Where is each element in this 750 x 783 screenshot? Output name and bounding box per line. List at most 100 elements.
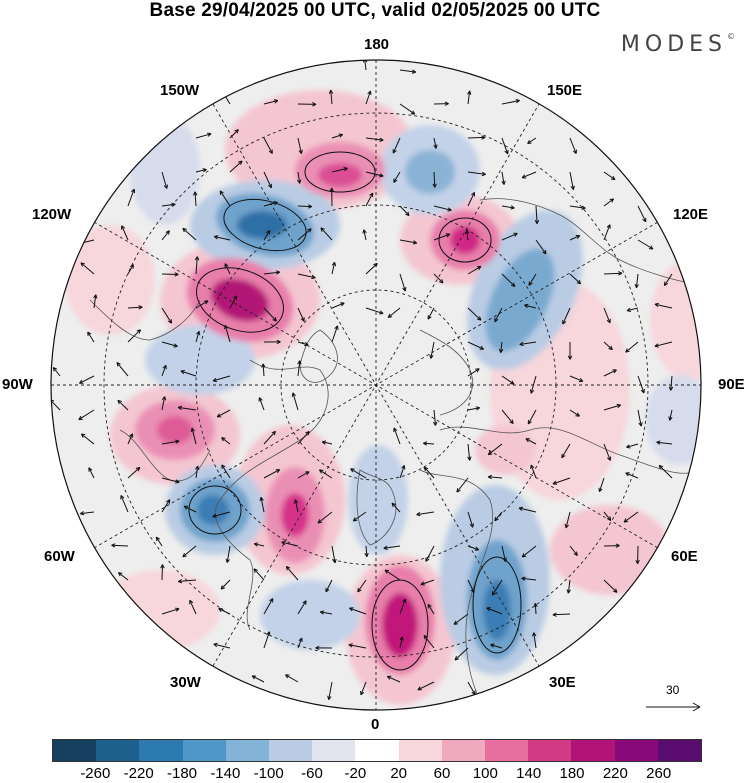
wind-arrow: [118, 572, 129, 581]
wind-arrow-head: [190, 427, 195, 433]
wind-arrow: [127, 433, 133, 445]
wind-arrow: [297, 273, 316, 279]
wind-arrow-head: [392, 149, 397, 154]
wind-arrow: [182, 227, 197, 241]
wind-arrow: [161, 365, 167, 377]
wind-arrow-head: [182, 552, 187, 558]
wind-arrow-head: [412, 240, 418, 245]
wind-arrow: [161, 273, 179, 275]
wind-arrow: [357, 579, 367, 593]
wind-arrow: [399, 598, 406, 615]
wind-arrow: [297, 360, 301, 377]
wind-arrow-head: [417, 686, 422, 691]
wind-arrow-head: [233, 295, 238, 300]
wind-arrow: [467, 579, 475, 593]
wind-arrow: [127, 467, 141, 479]
wind-arrow: [518, 507, 537, 513]
lon-label-150w: 150W: [160, 82, 200, 99]
wind-arrow: [212, 375, 231, 382]
wind-arrow: [569, 545, 578, 556]
wind-arrow: [253, 568, 265, 581]
wind-arrow: [467, 545, 479, 551]
wind-arrow-head: [625, 472, 630, 477]
wind-arrow-head: [475, 368, 480, 373]
wind-arrow-head: [319, 610, 325, 615]
wind-arrow-head: [501, 180, 506, 185]
wind-arrow: [534, 603, 537, 615]
wind-arrow-head: [609, 198, 615, 203]
wind-arrow-head: [521, 174, 527, 179]
lon-label-30w: 30W: [170, 674, 201, 691]
wind-arrow: [569, 137, 577, 154]
wind-arrow: [224, 325, 231, 343]
map-disk: [51, 60, 701, 710]
colorbar-tick-label: 140: [516, 765, 542, 782]
wind-arrow: [423, 635, 435, 649]
wind-arrow: [528, 273, 537, 286]
wind-arrow-head: [130, 188, 136, 194]
wind-arrow: [494, 307, 503, 323]
wind-arrow: [384, 569, 401, 581]
wind-arrow-head: [189, 599, 194, 605]
wind-arrow-head: [251, 675, 257, 680]
wind-arrow: [263, 469, 280, 479]
wind-arrow-head: [331, 261, 337, 267]
wind-arrow: [654, 341, 673, 347]
wind-arrow: [229, 295, 238, 309]
wind-arrow-head: [300, 317, 305, 322]
wind-arrow-head: [575, 412, 580, 417]
wind-arrow-head: [433, 144, 438, 149]
wind-arrow-head: [447, 207, 452, 212]
wind-arrow-head: [384, 569, 389, 574]
wind-arrow: [425, 545, 435, 562]
wind-arrow-head: [658, 464, 664, 470]
wind-arrow-head: [88, 467, 93, 472]
wind-arrow: [569, 409, 580, 417]
wind-arrow-head: [207, 132, 212, 137]
wind-arrow-head: [573, 551, 578, 556]
wind-arrow: [490, 644, 503, 649]
wind-arrow-head: [203, 300, 209, 305]
wind-arrow-head: [393, 427, 398, 432]
wind-arrow: [161, 477, 180, 483]
colorbar-tick-label: 260: [646, 765, 672, 782]
wind-arrow-head: [518, 506, 524, 511]
wind-arrow-head: [525, 438, 530, 443]
wind-arrow: [263, 307, 277, 322]
wind-arrow: [430, 341, 435, 359]
wind-arrow: [658, 465, 673, 479]
wind-arrow: [219, 190, 231, 207]
wind-arrow-head: [369, 192, 374, 198]
wind-arrow: [178, 406, 197, 411]
wind-arrow-head: [196, 330, 201, 336]
wind-arrow-head: [423, 441, 428, 446]
wind-arrow-head: [608, 345, 613, 351]
wind-arrow: [116, 362, 129, 377]
wind-arrow: [433, 137, 437, 149]
wind-arrow-head: [528, 281, 533, 286]
wind-arrow: [80, 511, 95, 515]
wind-arrow-head: [509, 380, 515, 385]
reference-arrow-icon: [646, 702, 701, 712]
wind-arrow: [161, 608, 180, 615]
wind-arrow-head: [177, 579, 183, 584]
wind-arrow: [501, 137, 509, 155]
wind-arrow: [603, 171, 616, 181]
wind-arrow: [663, 273, 673, 286]
wind-arrow: [561, 443, 571, 459]
colorbar-swatch: [485, 740, 529, 761]
wind-arrow: [182, 545, 197, 558]
lon-label-180: 180: [364, 36, 390, 53]
wind-arrow-head: [171, 202, 176, 207]
wind-arrow: [363, 229, 367, 241]
wind-arrow-head: [177, 405, 183, 411]
wind-arrow-head: [476, 265, 482, 270]
wind-arrow-head: [491, 591, 496, 596]
wind-arrow-head: [638, 422, 643, 427]
reference-vector-label: 30: [666, 683, 680, 697]
wind-arrow: [387, 307, 401, 318]
colorbar-swatch: [312, 740, 356, 761]
lon-label-90w: 90W: [2, 376, 33, 393]
wind-arrow-head: [350, 468, 355, 473]
wind-arrow: [486, 607, 503, 615]
